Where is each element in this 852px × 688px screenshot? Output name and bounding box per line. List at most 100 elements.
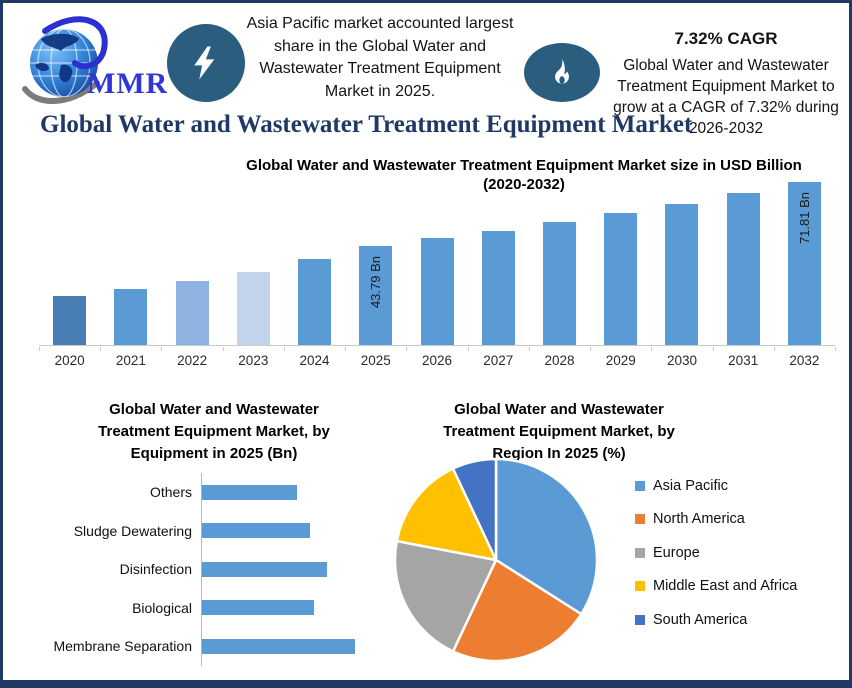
equipment-bar-row-membrane-separation [202,627,389,666]
pie-slice-south-america [451,457,498,562]
bar-chart-title-line2: (2020-2032) [483,175,565,193]
x-axis-label-2030: 2030 [666,353,697,368]
bar-slot-2029 [590,213,651,345]
globe-continents [35,33,79,83]
pie-slice-europe [393,539,498,653]
axis-tick [283,347,285,351]
axis-tick [467,347,469,351]
axis-tick [835,347,836,351]
bar-slot-2027 [468,231,529,345]
x-axis-label-2025: 2025 [360,353,391,368]
x-axis-label-2020: 2020 [54,353,85,368]
region-pie-chart: Global Water and Wastewater Treatment Eq… [393,399,841,679]
pie-legend: Asia Pacific North America Europe Middle Ea… [635,469,797,637]
x-axis-label-2023: 2023 [238,353,269,368]
bar-slot-2028 [529,222,590,345]
axis-tick [406,347,408,351]
main-bar-xlabels: 2020 2021 2022 2023 2024 2025 2026 2027 2028 2029… [39,353,835,368]
main-bar-ticks [39,347,836,351]
axis-tick [100,347,102,351]
bar-slot-2023 [223,272,284,345]
equipment-bar-disinfection [202,561,327,577]
cagr-title: 7.32% CAGR [674,29,778,48]
legend-marker-europe [635,547,645,558]
axis-tick [651,347,653,351]
legend-item-middle-east-and-africa: Middle East and Africa [635,570,797,604]
market-size-bar-chart: Global Water and Wastewater Treatment Eq… [39,155,839,391]
axis-tick [161,347,163,351]
bar-2030 [665,204,699,345]
equipment-bar-row-others [202,473,389,512]
bar-2025: 43.79 Bn [359,246,393,345]
bar-2029 [604,213,638,345]
bar-slot-2020 [39,296,100,345]
legend-item-north-america: North America [635,503,797,537]
logo-text: MMR [87,67,167,100]
bar-value-label-2032: 71.81 Bn [796,192,812,245]
x-axis-label-2021: 2021 [115,353,146,368]
axis-tick [528,347,530,351]
headline-text: Asia Pacific market accounted largest sh… [246,15,514,100]
legend-label-north-america: North America [653,511,745,528]
bar-slot-2026 [406,238,467,345]
legend-marker-north-america [635,514,645,525]
equipment-bar-row-sludge-dewatering [202,512,389,551]
logo-swoosh-gray [22,80,100,104]
legend-item-europe: Europe [635,536,797,570]
legend-item-asia-pacific: Asia Pacific [635,469,797,503]
equipment-bar-biological [202,600,314,616]
bar-slot-2024 [284,259,345,345]
bar-2031 [726,193,760,345]
legend-label-europe: Europe [653,544,700,561]
equipment-bar-others [202,484,297,500]
equipment-bar-sludge-dewatering [202,523,310,539]
bar-slot-2021 [100,289,161,345]
x-axis-label-2024: 2024 [299,353,330,368]
legend-marker-asia-pacific [635,480,645,491]
bar-2022 [175,281,209,345]
x-axis-label-2032: 2032 [789,353,820,368]
logo-swoosh-blue [42,16,108,70]
x-axis-label-2031: 2031 [728,353,759,368]
bar-2032: 71.81 Bn [787,182,821,345]
axis-tick [39,347,40,351]
axis-tick [712,347,714,351]
lightning-icon [194,46,215,80]
bar-slot-2031 [713,193,774,345]
page-title: Global Water and Wastewater Treatment Eq… [40,111,693,138]
bar-2020 [53,296,87,345]
equipment-bar-row-biological [202,589,389,628]
bar-chart-title-line1: Global Water and Wastewater Treatment Eq… [246,157,802,174]
x-axis-label-2027: 2027 [483,353,514,368]
equipment-label-disinfection: Disinfection [119,561,192,578]
legend-item-south-america: South America [635,603,797,637]
flame-icon [555,58,569,84]
cagr-text: Global Water and Wastewater Treatment Eq… [613,57,839,137]
equipment-bars [201,473,389,666]
globe-logo-icon: MMR [22,16,167,104]
cagr-block: 7.32% CAGR Global Water and Wastewater T… [601,29,849,139]
bar-2027 [481,231,515,345]
x-axis-label-2029: 2029 [605,353,636,368]
legend-label-asia-pacific: Asia Pacific [653,477,728,494]
bar-slot-2022 [161,281,222,345]
main-bar-plot: 43.79 Bn 71.81 Bn [39,176,835,346]
bar-2023 [236,272,270,345]
bar-slot-2025: 43.79 Bn [345,246,406,345]
legend-label-south-america: South America [653,611,748,628]
legend-label-middle-east-and-africa: Middle East and Africa [653,578,798,595]
bar-slot-2030 [651,204,712,345]
equipment-chart-body: Others Sludge Dewatering Disinfection Biolo… [39,473,389,666]
axis-tick [345,347,347,351]
pie-slice-middle-east-and-africa [395,467,498,562]
equipment-category-labels: Others Sludge Dewatering Disinfection Biolo… [39,473,201,666]
mmr-logo: MMR [17,9,167,109]
lightning-badge [167,24,245,102]
bar-2021 [114,289,148,345]
bar-value-label-2025: 43.79 Bn [368,256,384,309]
pie-svg [393,457,599,663]
x-axis-label-2022: 2022 [177,353,208,368]
equipment-bar-row-disinfection [202,550,389,589]
bar-slot-2032: 71.81 Bn [774,182,835,345]
